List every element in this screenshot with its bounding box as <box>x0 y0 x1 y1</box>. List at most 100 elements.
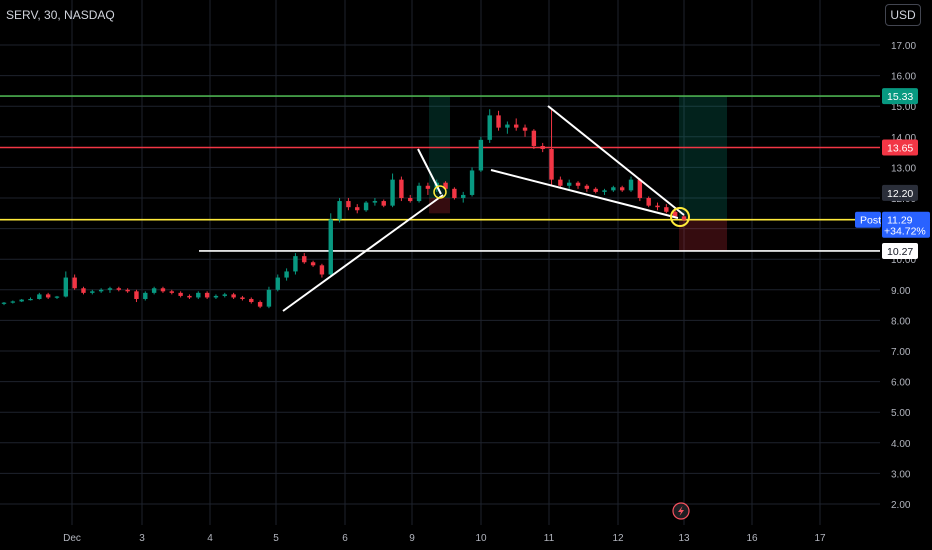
breakout-marker-1[interactable] <box>433 185 447 199</box>
price-tag-green: 15.33 <box>882 88 918 105</box>
candle-body <box>381 201 386 206</box>
candle-body <box>90 291 95 293</box>
price-tick-label: 10.00 <box>891 255 916 266</box>
candle <box>549 109 554 186</box>
candle <box>90 289 95 295</box>
candle-body <box>125 289 130 292</box>
price-tags: 15.33 13.65 12.20 Post 11.29+34.72% 10.27 <box>855 88 930 259</box>
candle <box>478 136 484 172</box>
candle-body <box>584 185 590 189</box>
candle <box>416 182 422 203</box>
candle-body <box>372 201 378 203</box>
post-label-bg <box>855 211 881 228</box>
candle <box>487 109 492 143</box>
time-tick-label: 6 <box>342 533 348 544</box>
candle-body <box>284 271 289 278</box>
candle <box>10 300 16 304</box>
time-tick-label: 3 <box>139 533 145 544</box>
price-tag-current: 12.20 <box>882 184 918 201</box>
price-tick-label: 4.00 <box>891 439 911 450</box>
candle <box>328 213 333 277</box>
time-axis[interactable]: Dec 3 4 5 6 9 10 11 12 13 16 17 <box>63 533 826 544</box>
price-tag-green-bg <box>882 88 918 105</box>
price-tick-label: 2.00 <box>891 500 911 511</box>
candle-body <box>54 296 60 298</box>
candle <box>28 297 33 301</box>
candle <box>204 291 210 299</box>
candle-body <box>178 292 183 296</box>
candle <box>637 178 643 202</box>
candle <box>275 274 280 292</box>
candle <box>169 289 174 295</box>
candle <box>310 260 316 267</box>
candle <box>399 176 404 202</box>
candle-body <box>310 262 316 266</box>
candle-body <box>531 130 537 146</box>
candle-body <box>204 292 210 298</box>
candle <box>593 187 598 194</box>
trend-drawings[interactable] <box>282 105 690 312</box>
candle-body <box>452 188 457 198</box>
trendline-wedge-upper[interactable] <box>547 105 685 216</box>
price-tag-current-text: 12.20 <box>887 188 913 200</box>
candle <box>257 300 263 309</box>
time-tick-label: 10 <box>475 533 487 544</box>
candle-body <box>655 205 660 208</box>
candle <box>337 198 342 223</box>
breakout-marker-2[interactable] <box>670 207 690 227</box>
candle-body <box>575 182 581 186</box>
price-tick-label: 8.00 <box>891 316 911 327</box>
time-tick-label: 12 <box>612 533 624 544</box>
time-tick-label: 9 <box>409 533 415 544</box>
currency-button[interactable]: USD <box>885 4 921 26</box>
candle <box>355 204 360 214</box>
candle-body <box>363 202 369 211</box>
price-tick-label: 13.00 <box>891 163 916 174</box>
candle-body <box>514 124 519 128</box>
candle <box>54 295 60 299</box>
candle-body <box>328 219 333 275</box>
candle <box>390 173 395 208</box>
time-tick-label: Dec <box>63 533 81 544</box>
candle-body <box>522 127 528 131</box>
candle <box>584 184 590 192</box>
candle <box>125 288 130 293</box>
candle-body <box>602 190 607 192</box>
candle <box>346 198 351 211</box>
candle-body <box>355 207 360 211</box>
trendline-wedge-lower[interactable] <box>490 169 679 219</box>
candle <box>98 288 104 293</box>
price-tick-label: 14.00 <box>891 133 916 144</box>
candle <box>160 286 166 293</box>
time-tick-label: 16 <box>746 533 758 544</box>
candle <box>319 263 325 278</box>
candle <box>81 286 86 295</box>
candle <box>540 142 545 153</box>
trendline-support-1[interactable] <box>282 194 444 312</box>
candle <box>178 291 183 298</box>
candle <box>514 118 519 131</box>
price-tag-green-text: 15.33 <box>887 91 913 103</box>
candle-body <box>637 179 643 198</box>
candle-body <box>461 194 466 198</box>
candle <box>63 271 69 298</box>
candle-body <box>72 277 77 289</box>
price-tick-label: 5.00 <box>891 408 911 419</box>
candle <box>151 286 157 295</box>
candle <box>566 179 572 189</box>
candle-body <box>222 294 227 296</box>
candle-body <box>549 149 554 180</box>
candle <box>602 188 607 195</box>
candle <box>575 181 581 189</box>
loss-zone <box>429 198 450 214</box>
candle-body <box>81 288 86 293</box>
candle <box>372 198 378 206</box>
post-label-text: Post <box>860 215 881 227</box>
candle-body <box>611 187 616 191</box>
horizontal-levels[interactable] <box>0 95 880 252</box>
candle <box>646 196 651 208</box>
candle <box>143 291 148 301</box>
lightning-icon[interactable] <box>672 502 690 520</box>
candle-body <box>408 198 413 202</box>
